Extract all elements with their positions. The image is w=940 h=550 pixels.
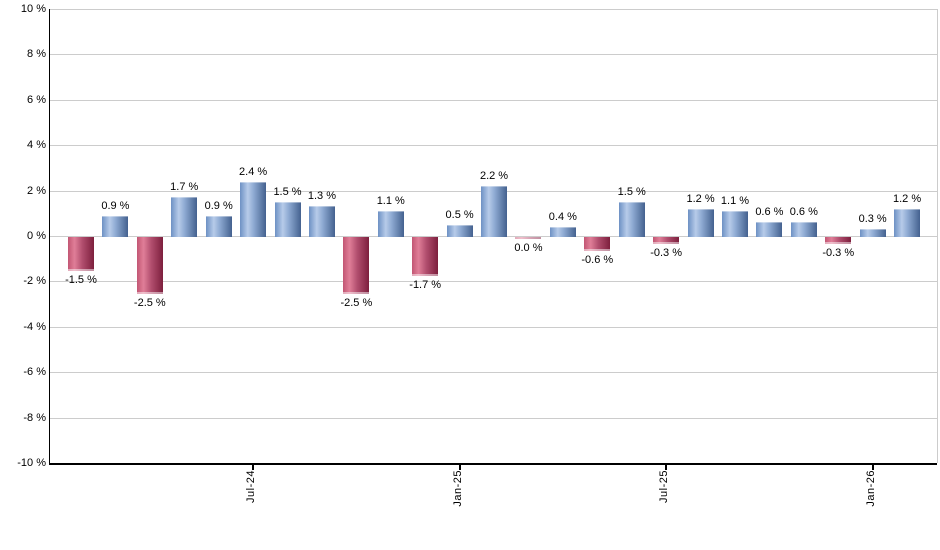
gridline	[50, 54, 937, 56]
x-axis-tick	[458, 465, 461, 470]
bar-value-label: -0.6 %	[581, 253, 614, 266]
bar-value-label: -1.5 %	[65, 274, 97, 287]
bar-negative	[412, 237, 439, 276]
y-axis-label: 8 %	[27, 48, 46, 61]
bar-negative	[825, 237, 852, 244]
bar-value-label: 2.4 %	[239, 165, 268, 178]
bar-negative	[584, 237, 611, 251]
bar-positive	[377, 211, 404, 237]
bar-value-label: 1.1 %	[376, 195, 405, 208]
gridline	[50, 372, 937, 374]
bar-positive	[171, 197, 198, 237]
bar-value-label: 1.2 %	[893, 192, 922, 205]
bar-positive	[721, 211, 748, 237]
y-axis-line	[48, 9, 50, 465]
gridline	[50, 417, 937, 419]
gridline	[50, 326, 937, 328]
bar-value-label: 1.7 %	[170, 181, 199, 194]
bar-positive	[205, 215, 232, 237]
x-axis-tick-label: Jul-24	[245, 470, 258, 503]
x-axis-line	[48, 463, 937, 465]
bar-value-label: -1.7 %	[409, 278, 442, 291]
bar-value-label: 0.6 %	[755, 206, 784, 219]
bar-value-label: 0.3 %	[858, 213, 887, 226]
bar-negative	[136, 237, 163, 294]
bar-positive	[308, 206, 335, 237]
bar-value-label: 1.3 %	[307, 190, 336, 203]
bar-negative	[515, 237, 542, 239]
plot-right-border	[936, 9, 938, 463]
bar-value-label: -0.3 %	[822, 246, 855, 259]
bar-value-label: 0.9 %	[101, 199, 130, 212]
bar-positive	[859, 229, 886, 237]
y-axis-label: 2 %	[27, 184, 46, 197]
y-axis-label: 0 %	[27, 230, 46, 242]
bar-value-label: 1.5 %	[617, 185, 646, 198]
x-axis-tick	[871, 465, 874, 470]
bar-positive	[274, 201, 301, 237]
bar-positive	[894, 208, 921, 237]
x-axis-tick	[252, 465, 255, 470]
y-axis-label: -10 %	[17, 457, 46, 469]
y-axis-label: -2 %	[23, 275, 46, 288]
y-axis-label: -4 %	[23, 320, 46, 333]
gridline	[50, 9, 937, 10]
bar-value-label: 1.5 %	[273, 185, 302, 198]
bar-positive	[481, 186, 508, 237]
bar-negative	[343, 237, 370, 294]
bar-positive	[549, 226, 576, 237]
bar-negative	[68, 237, 94, 272]
bar-value-label: 0.9 %	[204, 199, 233, 212]
x-axis-tick	[665, 465, 668, 470]
bar-value-label: 0.0 %	[514, 242, 543, 254]
bar-positive	[687, 208, 714, 237]
bar-value-label: -2.5 %	[340, 296, 373, 309]
x-axis-tick-label: Jan-25	[451, 470, 464, 507]
bar-positive	[240, 181, 267, 237]
x-axis-tick-label: Jan-26	[864, 470, 877, 507]
bar-positive	[102, 215, 129, 237]
bar-value-label: -0.3 %	[650, 246, 683, 259]
y-axis-label: 10 %	[20, 3, 46, 15]
bar-positive	[446, 224, 473, 237]
x-axis-tick-label: Jul-25	[658, 470, 671, 503]
bar-value-label: 0.6 %	[789, 206, 818, 219]
y-axis-label: 4 %	[27, 139, 46, 152]
gridline	[50, 145, 937, 147]
bar-value-label: 0.5 %	[445, 208, 474, 221]
bar-positive	[790, 222, 817, 237]
bar-value-label: 1.2 %	[686, 192, 715, 205]
bar-value-label: -2.5 %	[133, 296, 166, 309]
y-axis-label: -6 %	[23, 366, 46, 379]
y-axis-label: -8 %	[23, 411, 46, 424]
bar-value-label: 0.4 %	[548, 210, 577, 223]
bar-positive	[618, 201, 645, 237]
bar-negative	[653, 237, 680, 244]
bar-value-label: 2.2 %	[479, 170, 509, 183]
bar-value-label: 1.1 %	[720, 195, 750, 208]
bar-positive	[756, 222, 783, 237]
gridline	[50, 99, 937, 101]
gridline	[50, 281, 937, 283]
y-axis-label: 6 %	[27, 93, 46, 106]
